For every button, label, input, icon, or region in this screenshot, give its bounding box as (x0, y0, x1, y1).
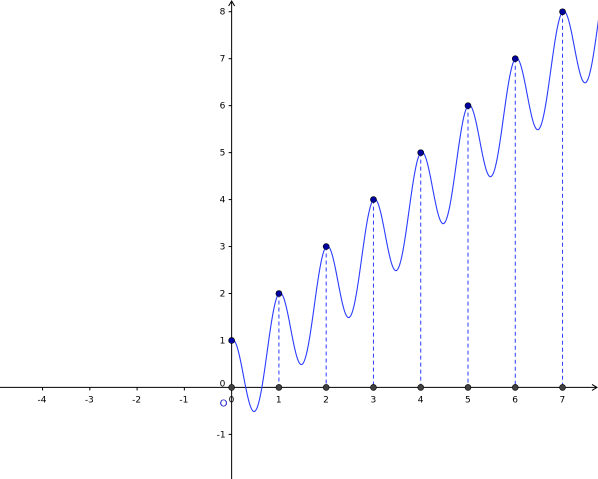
dashed-projection-lines (278, 11, 564, 388)
axis-point-7[interactable] (559, 384, 566, 391)
x-tick-label: 7 (560, 395, 566, 405)
curve-point-4[interactable] (417, 149, 425, 156)
axis-point-4[interactable] (417, 384, 425, 391)
curve-point-5[interactable] (464, 102, 472, 109)
y-tick-label: -1 (217, 430, 226, 440)
x-tick-label: 6 (512, 395, 518, 405)
y-tick-label: 3 (220, 243, 226, 253)
x-tick-label: -1 (179, 395, 188, 405)
curve-point-2[interactable] (322, 243, 330, 250)
curve-point-1[interactable] (275, 290, 283, 297)
x-tick-label: 3 (370, 395, 376, 405)
y-tick-label: 2 (220, 290, 226, 300)
axis-point-6[interactable] (511, 384, 519, 391)
y-tick-label: 1 (220, 336, 226, 346)
axis-point-1[interactable] (275, 384, 283, 391)
curve-point-7[interactable] (559, 8, 566, 16)
y-tick-label: 0 (220, 379, 226, 389)
function-curve (231, 10, 598, 413)
curve-point-3[interactable] (370, 196, 377, 203)
axis-point-2[interactable] (322, 384, 330, 391)
x-tick-label: -4 (38, 395, 47, 405)
x-tick-label: 5 (465, 395, 471, 405)
tick-labels: -4 -3 -2 -1 0 1 2 3 4 5 6 7 -1 0 1 2 3 4 5 6 7 8 O (38, 8, 566, 441)
points-layer (228, 8, 566, 391)
curve-layer (231, 10, 598, 413)
curve-point-0[interactable] (228, 337, 235, 344)
y-tick-label: 4 (220, 196, 226, 206)
y-tick-label: 7 (220, 55, 226, 65)
x-tick-label: 0 (229, 395, 235, 405)
curve-point-6[interactable] (511, 55, 519, 63)
y-tick-label: 5 (220, 149, 226, 159)
axis-point-3[interactable] (370, 384, 377, 391)
x-axis-arrow (591, 383, 598, 391)
axis-point-0[interactable] (228, 384, 235, 391)
axis-point-5[interactable] (464, 384, 472, 391)
x-tick-label: -2 (132, 395, 141, 405)
y-tick-label: 6 (220, 102, 226, 112)
y-tick-label: 8 (220, 8, 226, 18)
x-tick-label: -3 (85, 395, 94, 405)
y-axis-arrow (228, 0, 236, 7)
x-tick-label: 2 (323, 395, 329, 405)
x-tick-label: 4 (418, 395, 424, 405)
x-tick-label: 1 (276, 395, 282, 405)
origin-label: O (220, 398, 228, 409)
